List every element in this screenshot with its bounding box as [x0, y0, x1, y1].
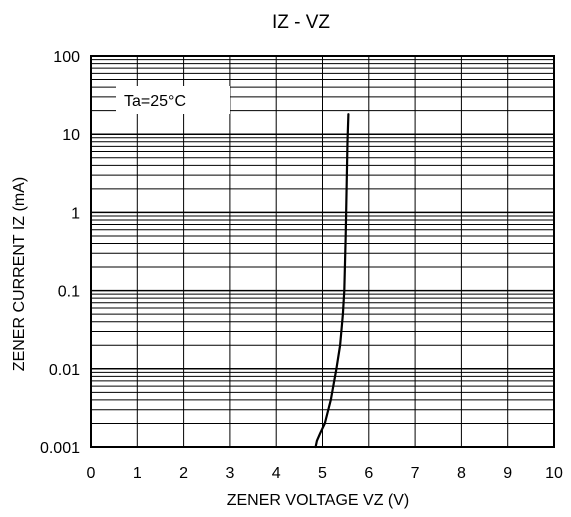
x-tick-label: 8 [457, 465, 466, 482]
y-tick-label: 100 [53, 49, 80, 66]
y-tick-labels: 0.001 0.01 0.1 1 10 100 [40, 49, 80, 457]
y-tick-label: 0.01 [49, 362, 80, 379]
temperature-annotation: Ta=25°C [124, 93, 186, 110]
plot-frame [90, 55, 555, 448]
annotation-box: Ta=25°C [116, 86, 230, 114]
x-tick-label: 5 [318, 465, 327, 482]
y-axis-label: ZENER CURRENT IZ (mA) [11, 177, 28, 371]
x-tick-label: 10 [545, 465, 563, 482]
x-tick-label: 7 [411, 465, 420, 482]
x-tick-label: 3 [225, 465, 234, 482]
x-tick-labels: 0 1 2 3 4 5 6 7 8 9 10 [87, 465, 563, 482]
grid-layer [91, 56, 554, 447]
y-tick-label: 0.001 [40, 440, 80, 457]
y-tick-label: 0.1 [58, 284, 80, 301]
x-axis-label: ZENER VOLTAGE VZ (V) [227, 492, 410, 509]
y-tick-label: 1 [71, 205, 80, 222]
x-tick-label: 1 [133, 465, 142, 482]
x-tick-label: 2 [179, 465, 188, 482]
iz-vz-curve [314, 113, 350, 449]
x-tick-label: 4 [272, 465, 281, 482]
curve-layer [314, 113, 350, 449]
x-tick-label: 6 [364, 465, 373, 482]
chart-title: IZ - VZ [272, 12, 330, 33]
x-tick-label: 9 [503, 465, 512, 482]
x-tick-label: 0 [87, 465, 96, 482]
y-tick-label: 10 [62, 127, 80, 144]
annotation-background [116, 86, 230, 114]
